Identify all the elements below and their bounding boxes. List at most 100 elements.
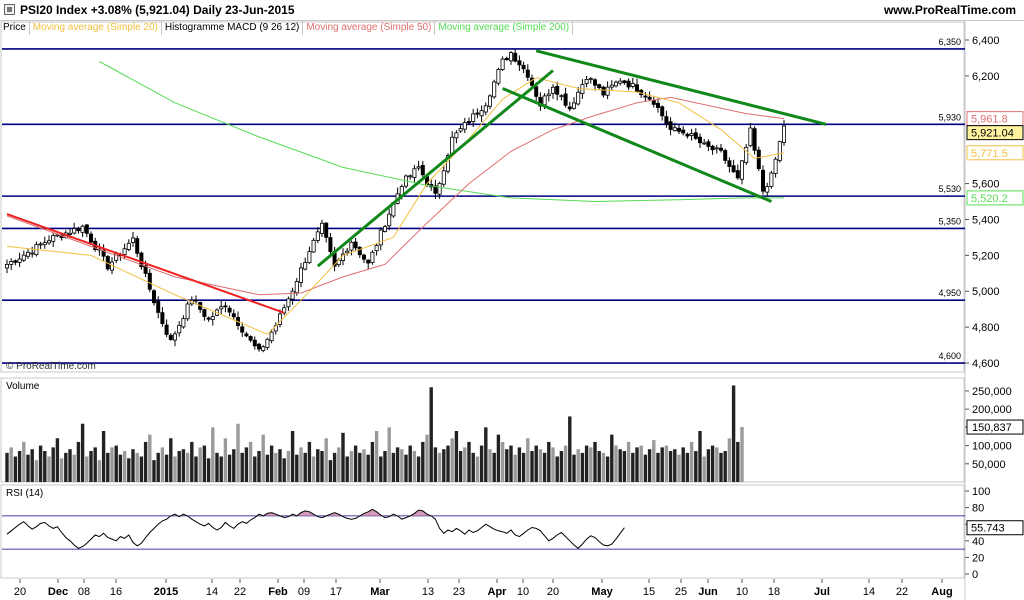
candle-body	[605, 86, 610, 96]
sma20-line	[6, 77, 785, 335]
candle-body	[412, 168, 417, 178]
volume-bar	[181, 449, 186, 482]
candle-body	[177, 324, 182, 334]
volume-bar	[408, 445, 412, 482]
x-axis-label: Apr	[488, 586, 508, 598]
rsi-last-value: 55.743	[971, 523, 1005, 535]
price-badge	[966, 190, 1024, 206]
candle-body	[290, 290, 295, 300]
volume-bar	[248, 441, 253, 482]
volume-bar	[362, 449, 366, 482]
legend-item[interactable]: Moving average (Simple 20)	[30, 21, 162, 35]
volume-bar	[72, 454, 76, 482]
price-badge	[966, 145, 1024, 161]
volume-bar	[22, 441, 26, 482]
volume-bar	[143, 441, 148, 482]
volume-bar	[164, 454, 169, 482]
price-axis-label: 5,400	[972, 214, 1000, 226]
candle-body	[761, 169, 766, 192]
volume-bar	[492, 452, 496, 482]
price-panel-frame	[0, 21, 965, 373]
chart-title: PSI20 Index +3.08% (5,921.04) Daily 23-J…	[20, 3, 295, 17]
candle-body	[744, 146, 749, 163]
volume-bar	[576, 449, 580, 482]
volume-bar	[509, 445, 513, 482]
volume-bar	[715, 447, 719, 482]
volume-bar	[647, 449, 652, 482]
x-axis-label: 25	[675, 586, 687, 598]
volume-bar	[404, 454, 408, 482]
candle-body	[492, 81, 497, 98]
volume-bar	[542, 452, 547, 482]
candle-body	[773, 158, 778, 174]
candle-body	[626, 80, 631, 88]
candle-body	[349, 241, 354, 251]
volume-bar	[55, 438, 60, 482]
volume-bar	[517, 447, 522, 482]
volume-bar	[639, 445, 643, 482]
candle-body	[210, 316, 215, 320]
trendline-red	[6, 213, 285, 314]
volume-bar	[299, 447, 303, 482]
candle-body	[68, 232, 73, 235]
trendline-green	[316, 69, 554, 268]
candle-body	[727, 160, 732, 167]
candle-body	[651, 100, 656, 105]
volume-bar	[215, 452, 219, 482]
volume-bar	[59, 458, 64, 482]
volume-bar	[563, 445, 568, 482]
volume-bar	[131, 449, 135, 482]
candle-body	[328, 237, 333, 252]
volume-bar	[320, 451, 324, 482]
candle-body	[282, 307, 287, 314]
volume-bar	[660, 447, 664, 482]
volume-bar	[265, 454, 270, 482]
volume-bar	[278, 449, 282, 482]
volume-bar	[458, 451, 463, 482]
volume-bar	[673, 449, 677, 482]
x-axis-label: 22	[896, 586, 908, 598]
x-axis-label: Jul	[814, 586, 830, 598]
candle-body	[538, 97, 543, 107]
rsi-last-badge	[966, 520, 1024, 536]
legend-item[interactable]: Moving average (Simple 200)	[435, 21, 574, 35]
legend-item[interactable]: Histogramme MACD (9 26 12)	[162, 21, 304, 35]
volume-bar	[626, 441, 631, 482]
volume-axis-label: 250,000	[972, 386, 1012, 398]
candle-body	[382, 226, 387, 232]
candle-body	[387, 213, 392, 227]
volume-bar	[484, 427, 488, 482]
volume-bar	[614, 445, 618, 482]
candle-body	[38, 243, 43, 246]
candle-body	[685, 133, 690, 137]
volume-bar	[618, 449, 622, 482]
candle-body	[261, 346, 266, 351]
chart-menu-icon[interactable]	[4, 4, 15, 15]
volume-bar	[727, 438, 732, 482]
candle-body	[622, 80, 627, 84]
volume-last-badge	[966, 419, 1024, 435]
volume-bar	[643, 454, 648, 482]
legend-item[interactable]: Price	[0, 21, 30, 35]
candle-body	[609, 84, 614, 88]
candle-body	[370, 251, 375, 263]
candle-body	[656, 102, 661, 108]
legend-item[interactable]: Moving average (Simple 50)	[303, 21, 436, 35]
volume-bar	[719, 452, 723, 482]
volume-bar	[442, 449, 446, 482]
volume-bar	[677, 454, 681, 482]
volume-bar	[122, 451, 127, 482]
rsi-panel-frame	[0, 484, 965, 579]
candle-body	[143, 265, 148, 274]
site-url[interactable]: www.ProRealTime.com	[883, 3, 1016, 17]
volume-bar	[194, 456, 198, 482]
volume-bar	[723, 451, 727, 482]
candle-body	[303, 262, 308, 270]
volume-bar	[93, 447, 97, 482]
volume-bar	[337, 447, 341, 482]
price-axis-label: 6,200	[972, 71, 1000, 83]
level-label: 4,950	[938, 288, 961, 298]
candle-body	[551, 86, 556, 94]
volume-bar	[316, 449, 320, 482]
volume-bar	[286, 451, 291, 482]
